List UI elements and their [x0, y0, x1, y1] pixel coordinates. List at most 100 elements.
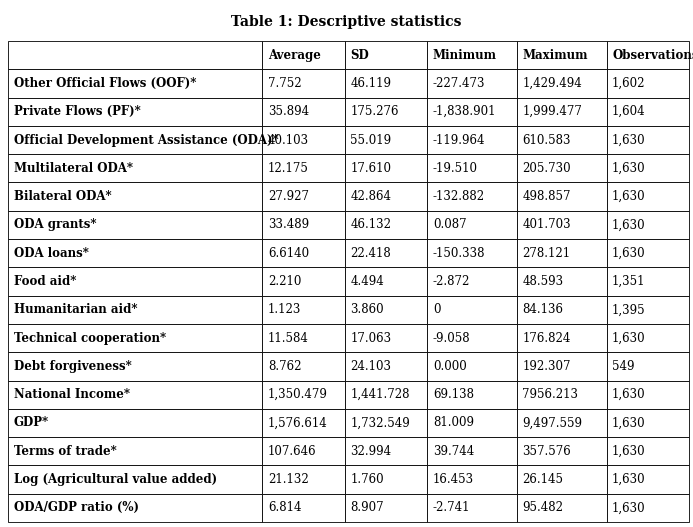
Text: Humanitarian aid*: Humanitarian aid* [13, 304, 137, 316]
Text: Technical cooperation*: Technical cooperation* [13, 331, 166, 345]
Text: 26.145: 26.145 [523, 473, 563, 486]
Text: 1,350.479: 1,350.479 [268, 388, 328, 401]
Text: 107.646: 107.646 [268, 445, 317, 458]
Text: 1,395: 1,395 [612, 304, 646, 316]
Text: Minimum: Minimum [433, 48, 497, 62]
Text: 7.752: 7.752 [268, 77, 301, 90]
Text: 21.132: 21.132 [268, 473, 308, 486]
Text: -1,838.901: -1,838.901 [433, 105, 496, 118]
Text: Table 1: Descriptive statistics: Table 1: Descriptive statistics [231, 15, 462, 29]
Text: Multilateral ODA*: Multilateral ODA* [13, 162, 132, 175]
Text: 1,602: 1,602 [612, 77, 646, 90]
Text: 1,576.614: 1,576.614 [268, 416, 328, 430]
Text: 1,630: 1,630 [612, 218, 646, 231]
Text: 175.276: 175.276 [351, 105, 399, 118]
Text: 1,732.549: 1,732.549 [351, 416, 410, 430]
Text: 17.610: 17.610 [351, 162, 392, 175]
Text: 357.576: 357.576 [523, 445, 571, 458]
Text: 1.760: 1.760 [351, 473, 384, 486]
Text: 1,429.494: 1,429.494 [523, 77, 582, 90]
Text: 1,604: 1,604 [612, 105, 646, 118]
Text: 0.087: 0.087 [433, 218, 466, 231]
Text: 35.894: 35.894 [268, 105, 309, 118]
Text: Bilateral ODA*: Bilateral ODA* [13, 190, 111, 203]
Text: 42.864: 42.864 [351, 190, 392, 203]
Text: 1,630: 1,630 [612, 331, 646, 345]
Text: 401.703: 401.703 [523, 218, 571, 231]
Text: 46.132: 46.132 [351, 218, 392, 231]
Text: Food aid*: Food aid* [13, 275, 76, 288]
Text: 1.123: 1.123 [268, 304, 301, 316]
Text: 1,630: 1,630 [612, 388, 646, 401]
Text: 278.121: 278.121 [523, 247, 570, 260]
Text: National Income*: National Income* [13, 388, 130, 401]
Text: 549: 549 [612, 360, 635, 373]
Text: 81.009: 81.009 [433, 416, 474, 430]
Text: 1,630: 1,630 [612, 416, 646, 430]
Text: 33.489: 33.489 [268, 218, 309, 231]
Text: 6.6140: 6.6140 [268, 247, 309, 260]
Text: 8.762: 8.762 [268, 360, 301, 373]
Text: 40.103: 40.103 [268, 133, 309, 147]
Text: 1,630: 1,630 [612, 190, 646, 203]
Text: 95.482: 95.482 [523, 501, 563, 514]
Text: 8.907: 8.907 [351, 501, 384, 514]
Text: 2.210: 2.210 [268, 275, 301, 288]
Text: 12.175: 12.175 [268, 162, 309, 175]
Text: -19.510: -19.510 [433, 162, 478, 175]
Text: Average: Average [268, 48, 321, 62]
Text: 24.103: 24.103 [351, 360, 392, 373]
Text: 1,630: 1,630 [612, 247, 646, 260]
Text: 39.744: 39.744 [433, 445, 474, 458]
Text: 7956.213: 7956.213 [523, 388, 579, 401]
Text: Observations: Observations [612, 48, 693, 62]
Text: ODA/GDP ratio (%): ODA/GDP ratio (%) [13, 501, 139, 514]
Text: -2.741: -2.741 [433, 501, 471, 514]
Text: 498.857: 498.857 [523, 190, 571, 203]
Text: -119.964: -119.964 [433, 133, 485, 147]
Text: -132.882: -132.882 [433, 190, 485, 203]
Text: Log (Agricultural value added): Log (Agricultural value added) [13, 473, 217, 486]
Text: 1,630: 1,630 [612, 473, 646, 486]
Text: Terms of trade*: Terms of trade* [13, 445, 116, 458]
Text: 0: 0 [433, 304, 440, 316]
Text: 1,630: 1,630 [612, 501, 646, 514]
Text: Maximum: Maximum [523, 48, 588, 62]
Text: 1,630: 1,630 [612, 162, 646, 175]
Text: -2.872: -2.872 [433, 275, 471, 288]
Text: Private Flows (PF)*: Private Flows (PF)* [13, 105, 140, 118]
Text: 84.136: 84.136 [523, 304, 563, 316]
Text: Other Official Flows (OOF)*: Other Official Flows (OOF)* [13, 77, 196, 90]
Text: 55.019: 55.019 [351, 133, 392, 147]
Text: ODA loans*: ODA loans* [13, 247, 89, 260]
Text: 3.860: 3.860 [351, 304, 384, 316]
Text: Official Development Assistance (ODA)*: Official Development Assistance (ODA)* [13, 133, 278, 147]
Text: 11.584: 11.584 [268, 331, 309, 345]
Text: -150.338: -150.338 [433, 247, 485, 260]
Text: 46.119: 46.119 [351, 77, 392, 90]
Text: 176.824: 176.824 [523, 331, 571, 345]
Text: 48.593: 48.593 [523, 275, 563, 288]
Text: 69.138: 69.138 [433, 388, 474, 401]
Text: 16.453: 16.453 [433, 473, 474, 486]
Text: 1,630: 1,630 [612, 445, 646, 458]
Text: -227.473: -227.473 [433, 77, 485, 90]
Text: 192.307: 192.307 [523, 360, 571, 373]
Text: 610.583: 610.583 [523, 133, 571, 147]
Text: 17.063: 17.063 [351, 331, 392, 345]
Text: 6.814: 6.814 [268, 501, 301, 514]
Text: 0.000: 0.000 [433, 360, 466, 373]
Text: 32.994: 32.994 [351, 445, 392, 458]
Text: 4.494: 4.494 [351, 275, 384, 288]
Text: 205.730: 205.730 [523, 162, 571, 175]
Text: -9.058: -9.058 [433, 331, 471, 345]
Text: 9,497.559: 9,497.559 [523, 416, 582, 430]
Text: ODA grants*: ODA grants* [13, 218, 96, 231]
Text: GDP*: GDP* [13, 416, 49, 430]
Text: 1,999.477: 1,999.477 [523, 105, 582, 118]
Text: 22.418: 22.418 [351, 247, 391, 260]
Text: SD: SD [351, 48, 369, 62]
Text: 27.927: 27.927 [268, 190, 309, 203]
Text: Debt forgiveness*: Debt forgiveness* [13, 360, 131, 373]
Text: 1,630: 1,630 [612, 133, 646, 147]
